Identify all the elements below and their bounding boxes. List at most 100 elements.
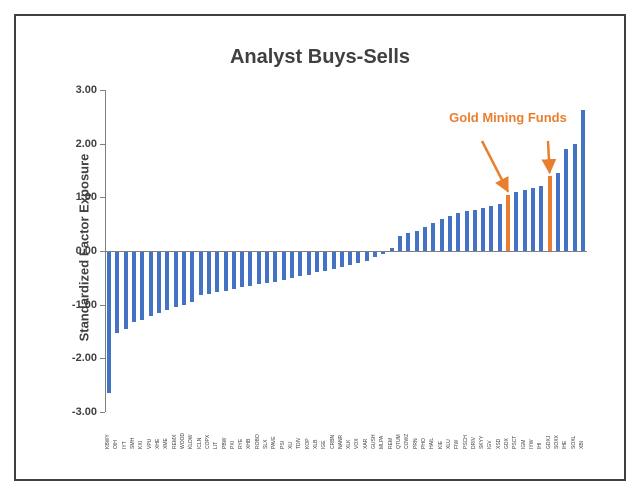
x-tick-label: GDX [504, 438, 511, 449]
x-tick-label: HAIL [429, 437, 436, 449]
x-tick-label: XBI [578, 440, 585, 449]
x-tick-label: NANR [337, 434, 344, 449]
y-tick-label: -2.00 [71, 352, 97, 365]
bar [373, 251, 378, 258]
x-tick-label: SMH [130, 437, 137, 449]
bar [555, 172, 560, 251]
x-tick-label: DRIV [470, 437, 477, 449]
bar [298, 251, 303, 277]
bar [289, 251, 294, 278]
x-tick-label: COWZ [404, 433, 411, 449]
x-tick-label: QTUM [396, 434, 403, 449]
bar-highlighted [547, 175, 552, 251]
x-tick-label: KXI [138, 440, 145, 449]
y-tick-mark [100, 143, 105, 145]
bar [165, 251, 170, 311]
x-tick-label: REMX [171, 434, 178, 449]
x-tick-label: VOX [354, 438, 361, 449]
zero-baseline [105, 251, 587, 252]
x-tick-label: CRBN [329, 434, 336, 449]
x-tick-label: PHO [420, 438, 427, 449]
bar [215, 251, 220, 293]
x-tick-label: XAR [362, 438, 369, 449]
bar [356, 251, 361, 263]
x-tick-label: XLK [346, 439, 353, 449]
bar [406, 233, 411, 251]
bar [348, 251, 353, 265]
x-tick-label: COPX [204, 434, 211, 449]
x-tick-label: WOOD [179, 432, 186, 449]
x-tick-label: IGV [487, 440, 494, 449]
x-tick-label: SOXL [570, 435, 577, 449]
bar [497, 203, 502, 251]
x-tick-label: GDXJ [545, 435, 552, 449]
bar [323, 251, 328, 271]
x-tick-label: KOP [304, 438, 311, 449]
x-tick-label: XLU [445, 439, 452, 449]
bar [414, 230, 419, 251]
bar [206, 251, 211, 294]
bar [439, 218, 444, 251]
y-tick-label: 2.00 [75, 137, 97, 150]
x-tick-label: SOXX [553, 435, 560, 449]
y-tick-mark [100, 197, 105, 199]
bar [107, 251, 112, 394]
bar [339, 251, 344, 268]
x-tick-label: XLB [312, 439, 319, 449]
x-tick-label: VPU [146, 438, 153, 449]
bar [530, 187, 535, 251]
x-tick-label: PXI [229, 440, 236, 449]
bar [240, 251, 245, 288]
bar [389, 248, 394, 251]
x-tick-label: IYT [121, 441, 128, 449]
x-tick-label: PSCH [462, 435, 469, 449]
x-tick-label: PAVE [271, 436, 278, 449]
x-tick-label: IGE [321, 440, 328, 449]
bar [398, 235, 403, 251]
bar [256, 251, 261, 285]
bar [456, 213, 461, 251]
bar [181, 251, 186, 305]
x-tick-label: IYW [528, 439, 535, 449]
y-tick-mark [100, 358, 105, 360]
chart-title: Analyst Buys-Sells [229, 46, 411, 68]
bar [140, 251, 145, 320]
x-tick-label: XSD [495, 438, 502, 449]
bar [580, 110, 585, 251]
bar [265, 251, 270, 284]
x-tick-label: IHI [537, 442, 544, 449]
bar [273, 251, 278, 282]
bar [447, 216, 452, 251]
y-tick-label: 0.00 [75, 245, 97, 257]
bar [514, 191, 519, 251]
bar [572, 143, 577, 251]
bar [306, 251, 311, 275]
bar-highlighted [506, 194, 511, 251]
x-tick-label: OIH [113, 440, 120, 449]
x-tick-label: TDIV [296, 437, 303, 449]
annotation-gold-mining-funds: Gold Mining Funds [449, 110, 567, 125]
y-tick-label: 1.00 [75, 191, 97, 204]
bar [157, 251, 162, 313]
x-tick-label: XHE [155, 438, 162, 449]
x-tick-label: FIW [454, 439, 461, 449]
x-tick-label: IGM [520, 439, 527, 449]
x-tick-label: REM [387, 437, 394, 449]
x-tick-label: PRN [412, 438, 419, 449]
x-tick-label: KLDW [188, 434, 195, 449]
x-tick-label: XHB [246, 438, 253, 449]
y-tick-mark [100, 304, 105, 306]
x-tick-label: ROBO [254, 434, 261, 449]
plot-area: KBWY OIH IYT SMH KXI VPU XHE XME REMX WOOD KLDW ICL… [105, 90, 587, 449]
x-tick-label: KBWY [105, 434, 112, 449]
bar [422, 227, 427, 251]
bar [248, 251, 253, 286]
x-tick-label: KIE [437, 440, 444, 449]
bar [115, 251, 120, 333]
bar [522, 189, 527, 251]
x-tick-label: LIT [213, 441, 220, 449]
bar [564, 149, 569, 251]
bar [481, 208, 486, 251]
bar [539, 185, 544, 251]
